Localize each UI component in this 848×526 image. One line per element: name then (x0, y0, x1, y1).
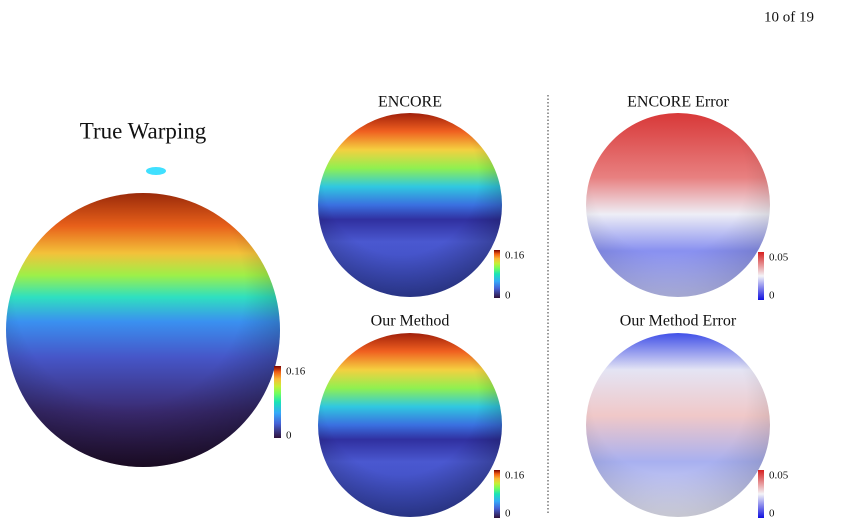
sphere-shade (586, 113, 770, 297)
colorbar-min: 0 (505, 290, 511, 302)
colorbar (758, 252, 764, 300)
colorbar (274, 366, 281, 438)
panel-title: Our Method Error (620, 313, 737, 330)
panel-title: True Warping (80, 118, 207, 143)
colorbar-min: 0 (769, 508, 775, 520)
page-number: 10 of 19 (764, 9, 814, 25)
colorbar (494, 250, 500, 298)
sphere-shade (6, 193, 280, 467)
colorbar-min: 0 (505, 508, 511, 520)
pole (146, 167, 166, 175)
colorbar (758, 470, 764, 518)
colorbar-max: 0.16 (505, 250, 525, 262)
sphere-shade (318, 113, 502, 297)
colorbar (494, 470, 500, 518)
colorbar-max: 0.16 (505, 470, 525, 482)
colorbar-min: 0 (286, 430, 292, 442)
colorbar-max: 0.16 (286, 366, 306, 378)
panel-title: ENCORE (378, 94, 442, 111)
sphere-shade (586, 333, 770, 517)
panel-title: ENCORE Error (627, 94, 729, 111)
panel-title: Our Method (371, 313, 450, 330)
sphere-shade (318, 333, 502, 517)
colorbar-max: 0.05 (769, 252, 789, 264)
colorbar-min: 0 (769, 290, 775, 302)
colorbar-max: 0.05 (769, 470, 789, 482)
